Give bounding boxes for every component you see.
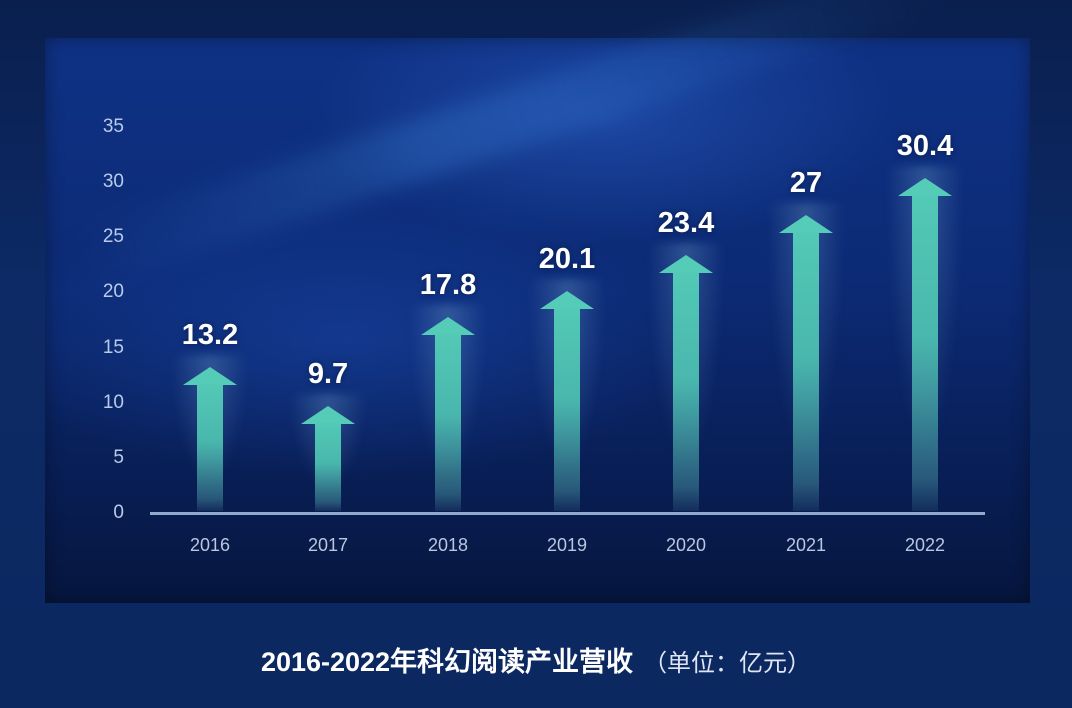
x-tick-label: 2020 xyxy=(665,535,707,555)
arrow-shaft xyxy=(673,271,699,511)
value-label: 13.2 xyxy=(181,319,239,352)
y-tick-label: 0 xyxy=(113,502,124,523)
arrow-shaft xyxy=(315,423,341,511)
x-tick-label: 2021 xyxy=(785,535,827,555)
x-tick-label: 2016 xyxy=(189,535,231,555)
value-label: 23.4 xyxy=(657,206,715,239)
arrow-bar xyxy=(283,394,373,511)
chart-caption: 2016-2022年科幻阅读产业营收 （单位：亿元） xyxy=(0,640,1072,679)
arrow-up-icon xyxy=(540,291,594,310)
arrow-shaft xyxy=(912,194,938,511)
x-tick-label: 2017 xyxy=(307,535,349,555)
y-tick-label: 10 xyxy=(102,391,124,413)
y-tick-label: 20 xyxy=(102,281,124,303)
arrow-shaft xyxy=(554,308,580,511)
arrow-shaft xyxy=(197,384,223,511)
value-label: 30.4 xyxy=(896,129,954,162)
arrow-shaft xyxy=(435,333,461,511)
y-tick-label: 30 xyxy=(102,171,124,193)
arrow-shaft xyxy=(793,232,819,511)
arrow-bar xyxy=(641,242,731,511)
unit-note: （单位：亿元） xyxy=(643,650,812,677)
arrow-bar xyxy=(522,279,612,511)
x-tick-label: 2022 xyxy=(904,535,946,555)
x-tick-label: 2019 xyxy=(546,535,588,555)
chart-title: 2016-2022年科幻阅读产业营收 xyxy=(260,647,634,677)
value-label: 20.1 xyxy=(538,243,596,276)
arrow-bar xyxy=(165,355,255,511)
value-label: 9.7 xyxy=(307,358,349,391)
arrow-up-icon xyxy=(421,316,475,335)
arrow-up-icon xyxy=(898,177,952,196)
y-tick-label: 25 xyxy=(102,226,124,248)
arrow-up-icon xyxy=(183,367,237,386)
arrow-up-icon xyxy=(779,215,833,234)
value-label: 27 xyxy=(789,167,823,200)
y-tick-label: 35 xyxy=(102,116,124,137)
arrow-bar xyxy=(403,304,493,511)
y-tick-label: 5 xyxy=(113,446,124,468)
value-label: 17.8 xyxy=(419,268,477,301)
y-tick-label: 15 xyxy=(102,336,124,358)
arrow-bar xyxy=(880,165,970,511)
x-tick-label: 2018 xyxy=(427,535,469,555)
arrow-up-icon xyxy=(659,254,713,273)
arrow-bar xyxy=(761,203,851,511)
x-axis-line xyxy=(150,512,985,515)
arrow-up-icon xyxy=(301,406,355,425)
